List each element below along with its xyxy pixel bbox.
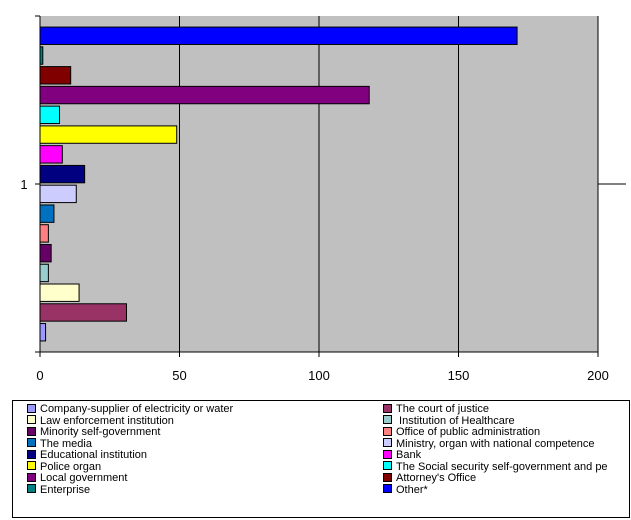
legend-swatch-4 [27,426,36,436]
legend-swatch-3 [383,415,392,425]
legend-label-9: Bank [396,449,422,461]
bar-7 [39,184,77,204]
legend-swatch-5 [383,426,392,436]
legend-item-6: The media [27,438,92,450]
legend-item-2: Law enforcement institution [27,415,174,427]
legend-item-14: Enterprise [27,484,90,496]
x-tick-label-3: 150 [448,368,470,383]
bar-15 [39,26,518,45]
legend-swatch-2 [27,415,36,425]
legend-item-7: Ministry, organ with national competence [383,438,595,450]
legend-item-15: Other* [383,484,428,496]
legend-swatch-8 [27,449,36,459]
legend-label-6: The media [40,437,92,450]
legend-swatch-14 [27,484,36,494]
x-tick-label-0: 0 [36,368,43,383]
legend-item-9: Bank [383,449,421,461]
legend-label-4: Minority self-government [40,426,161,438]
legend-item-11: The Social security self-government and … [383,461,608,473]
legend-label-13: Attorney's Office [396,472,477,484]
bar-12 [39,85,370,105]
bar-4 [39,243,52,263]
legend-swatch-1 [383,403,392,413]
legend-label-11: The Social security self-government and … [396,460,608,473]
legend-swatch-13 [383,472,392,482]
legend-item-4: Minority self-government [27,426,160,438]
y-tick-label: 1 [20,177,27,192]
x-tick-label-1: 50 [172,368,186,383]
legend-item-1: The court of justice [383,403,489,415]
bar-13 [39,66,72,85]
tick-labels: 0 50 100 150 200 1 [20,177,608,383]
legend-item-13: Attorney's Office [383,472,476,484]
legend-swatch-0 [27,403,36,413]
bar-10 [39,125,178,144]
bar-9 [39,145,63,164]
legend-item-8: Educational institution [27,449,147,461]
bar-0 [39,323,47,342]
legend-label-2: Law enforcement institution [40,414,174,427]
bar-6 [39,204,55,223]
legend-item-10: Police organ [27,461,101,473]
bar-8 [39,164,86,184]
x-tick-label-4: 200 [587,368,609,383]
legend-item-5: Office of public administration [383,426,540,438]
legend-swatch-6 [27,438,36,448]
bar-3 [39,263,49,283]
chart-area: 0 50 100 150 200 1 [20,15,626,383]
legend-label-7: Ministry, organ with national competence [396,437,595,450]
legend-label-1: The court of justice [396,403,489,415]
legend-swatch-15 [383,484,392,494]
legend: Company-supplier of electricity or water… [12,400,630,518]
legend-item-3: Institution of Healthcare [383,415,515,427]
legend-swatch-9 [383,449,392,459]
bars [39,26,518,342]
legend-swatch-10 [27,461,36,471]
legend-label-8: Educational institution [40,449,148,461]
bar-1 [39,303,127,322]
x-tick-label-2: 100 [308,368,330,383]
legend-label-15: Other* [396,483,428,496]
legend-label-10: Police organ [40,460,102,473]
legend-label-0: Company-supplier of electricity or water [40,403,234,415]
legend-item-0: Company-supplier of electricity or water [27,403,233,415]
legend-label-14: Enterprise [40,483,91,496]
axes [35,15,599,357]
legend-swatch-7 [383,438,392,448]
bar-2 [39,283,80,302]
legend-label-12: Local government [40,472,128,484]
legend-swatch-12 [27,472,36,482]
legend-item-12: Local government [27,472,127,484]
bar-11 [39,105,61,125]
gridlines [179,16,626,352]
legend-label-5: Office of public administration [396,426,541,438]
legend-swatch-11 [383,461,392,471]
bar-5 [39,224,49,243]
legend-label-3: Institution of Healthcare [396,414,515,427]
